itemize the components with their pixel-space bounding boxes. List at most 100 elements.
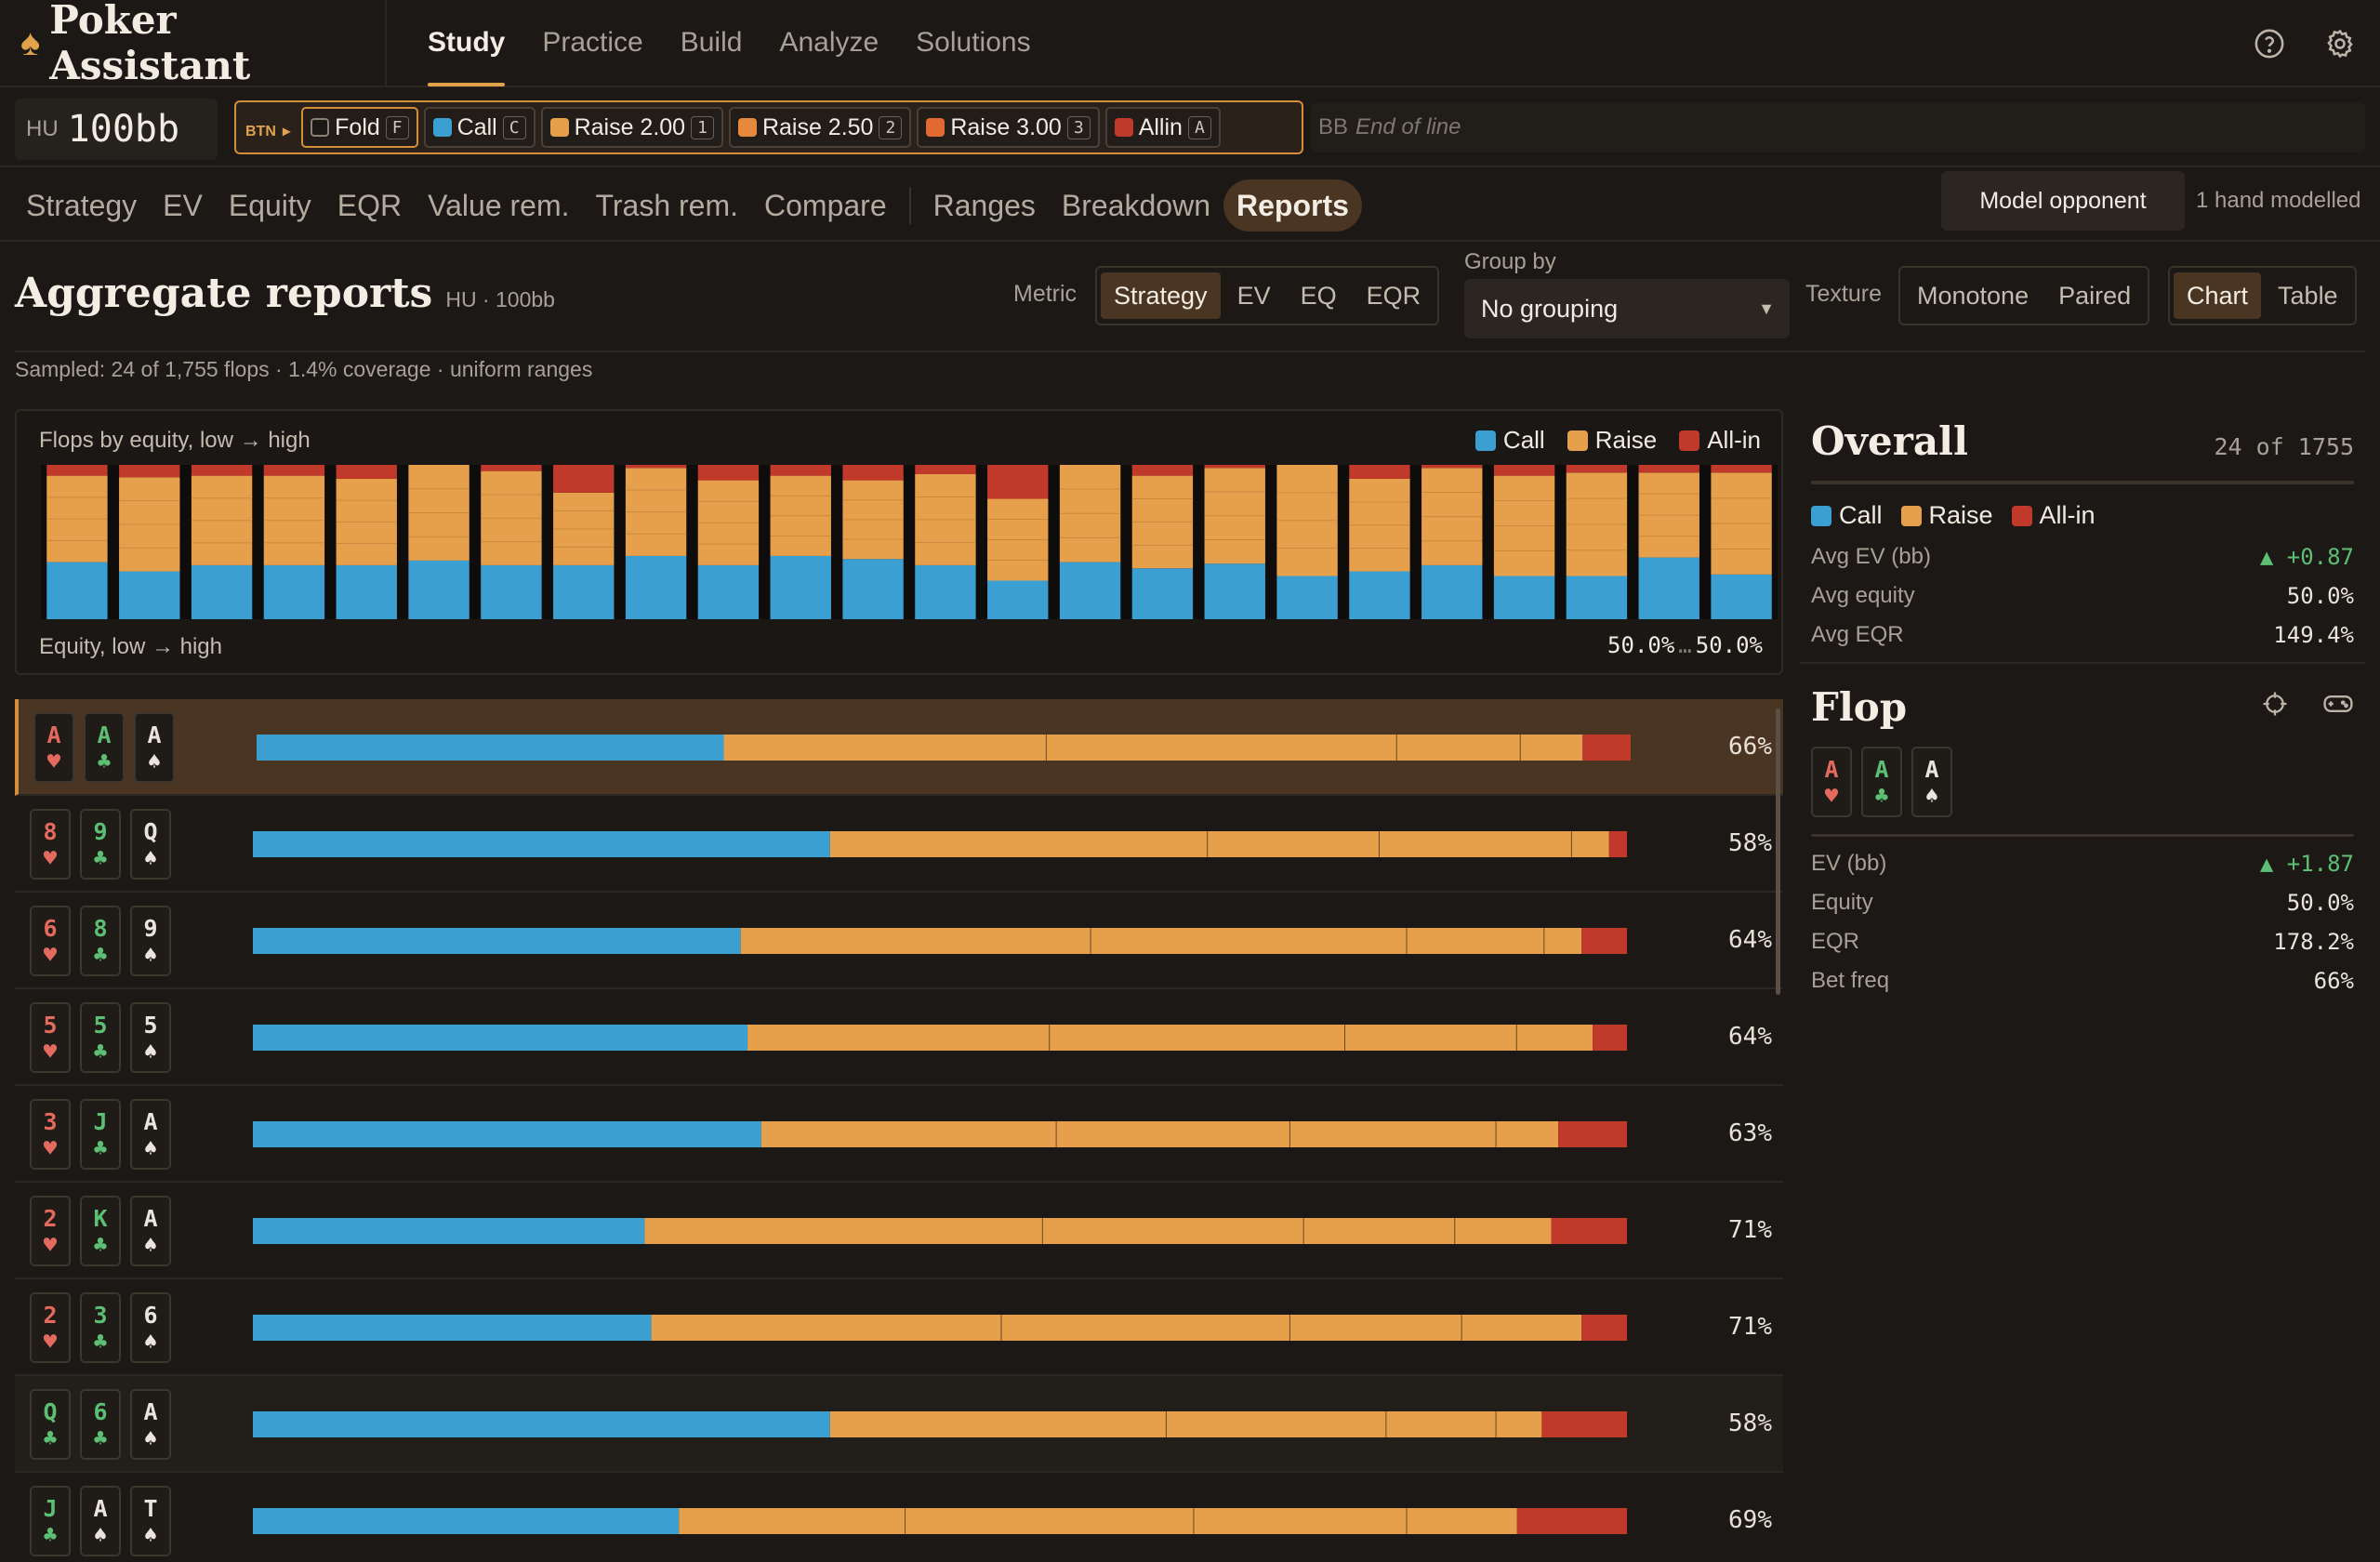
raise-segment[interactable] bbox=[1345, 1025, 1517, 1051]
call-segment[interactable] bbox=[253, 1508, 680, 1534]
position-label[interactable]: BTN ▸ bbox=[242, 113, 296, 142]
bar-allin-10[interactable] bbox=[770, 465, 831, 476]
bar-call-20[interactable] bbox=[1493, 576, 1555, 619]
bar-call-0[interactable] bbox=[46, 562, 108, 619]
allin-segment[interactable] bbox=[1541, 1411, 1627, 1437]
raise-segment[interactable] bbox=[1544, 928, 1582, 954]
raise-segment[interactable] bbox=[1289, 1315, 1462, 1341]
raise-segment[interactable] bbox=[679, 1508, 906, 1534]
tab-strategy[interactable]: Strategy bbox=[26, 188, 138, 222]
flop-row[interactable]: Q ♣ 6 ♣ A ♠ 58% bbox=[15, 1376, 1783, 1473]
metric-eqr[interactable]: EQR bbox=[1366, 281, 1421, 310]
raise-segment[interactable] bbox=[1496, 1121, 1559, 1147]
bar-allin-3[interactable] bbox=[263, 465, 325, 476]
tab-eqr[interactable]: EQR bbox=[337, 188, 403, 222]
allin-segment[interactable] bbox=[1581, 1315, 1627, 1341]
raise-segment[interactable] bbox=[1050, 1025, 1346, 1051]
texture-monotone[interactable]: Monotone bbox=[1917, 281, 2030, 310]
bar-allin-1[interactable] bbox=[119, 465, 180, 478]
raise-segment[interactable] bbox=[1407, 928, 1545, 954]
raise-segment[interactable] bbox=[1056, 1121, 1290, 1147]
view-table[interactable]: Table bbox=[2278, 281, 2338, 310]
call-segment[interactable] bbox=[257, 735, 724, 761]
action-call[interactable]: Call C bbox=[423, 107, 536, 148]
raise-segment[interactable] bbox=[1496, 1411, 1542, 1437]
bar-call-17[interactable] bbox=[1276, 576, 1338, 619]
raise-segment[interactable] bbox=[651, 1315, 1002, 1341]
raise-segment[interactable] bbox=[1042, 1218, 1304, 1244]
bar-allin-18[interactable] bbox=[1349, 465, 1410, 479]
raise-segment[interactable] bbox=[1303, 1218, 1456, 1244]
bar-allin-21[interactable] bbox=[1566, 465, 1628, 473]
bar-allin-20[interactable] bbox=[1493, 465, 1555, 476]
bar-call-19[interactable] bbox=[1421, 564, 1483, 619]
nav-build[interactable]: Build bbox=[680, 27, 743, 58]
nav-practice[interactable]: Practice bbox=[542, 27, 643, 58]
bar-call-9[interactable] bbox=[697, 564, 760, 619]
bar-allin-2[interactable] bbox=[191, 465, 253, 476]
app-logo[interactable]: ♠ Poker Assistant bbox=[0, 0, 387, 88]
flop-row[interactable]: 3 ♥ J ♣ A ♠ 63% bbox=[15, 1086, 1783, 1183]
action-fold[interactable]: Fold F bbox=[301, 107, 418, 148]
allin-segment[interactable] bbox=[1582, 735, 1631, 761]
crosshair-icon[interactable] bbox=[2261, 690, 2289, 718]
metric-eq[interactable]: EQ bbox=[1300, 281, 1337, 310]
raise-segment[interactable] bbox=[906, 1508, 1195, 1534]
tab-reports[interactable]: Reports bbox=[1223, 179, 1362, 232]
call-segment[interactable] bbox=[253, 831, 830, 857]
flop-row[interactable]: A ♥ A ♣ A ♠ 66% bbox=[15, 699, 1783, 796]
flop-row[interactable]: 8 ♥ 9 ♣ Q ♠ 58% bbox=[15, 796, 1783, 893]
raise-segment[interactable] bbox=[1407, 1508, 1517, 1534]
bar-call-4[interactable] bbox=[336, 564, 397, 619]
call-segment[interactable] bbox=[253, 1315, 652, 1341]
nav-study[interactable]: Study bbox=[409, 0, 523, 86]
bar-allin-16[interactable] bbox=[1204, 465, 1265, 469]
view-chart[interactable]: Chart bbox=[2174, 272, 2262, 319]
raise-segment[interactable] bbox=[747, 1025, 1051, 1051]
texture-paired[interactable]: Paired bbox=[2058, 281, 2132, 310]
bar-call-18[interactable] bbox=[1349, 571, 1410, 619]
bar-allin-8[interactable] bbox=[625, 465, 687, 469]
raise-segment[interactable] bbox=[1396, 735, 1521, 761]
bar-call-1[interactable] bbox=[119, 571, 180, 619]
raise-segment[interactable] bbox=[1001, 1315, 1290, 1341]
flop-row[interactable]: 5 ♥ 5 ♣ 5 ♠ 64% bbox=[15, 989, 1783, 1086]
bar-allin-9[interactable] bbox=[697, 465, 760, 481]
action-raise-2-00[interactable]: Raise 2.00 1 bbox=[540, 107, 723, 148]
tab-breakdown[interactable]: Breakdown bbox=[1061, 188, 1210, 222]
call-segment[interactable] bbox=[253, 1411, 830, 1437]
group-by-select[interactable]: No grouping ▼ bbox=[1464, 279, 1790, 338]
gear-icon[interactable] bbox=[2324, 28, 2356, 60]
tab-equity[interactable]: Equity bbox=[228, 188, 311, 222]
allin-segment[interactable] bbox=[1608, 831, 1627, 857]
bar-allin-13[interactable] bbox=[987, 465, 1049, 499]
tab-ev[interactable]: EV bbox=[163, 188, 203, 222]
allin-segment[interactable] bbox=[1516, 1508, 1627, 1534]
flop-row[interactable]: J ♣ A ♠ T ♠ 69% bbox=[15, 1473, 1783, 1562]
bar-call-23[interactable] bbox=[1711, 574, 1772, 619]
help-icon[interactable] bbox=[2254, 28, 2285, 60]
bar-call-12[interactable] bbox=[915, 564, 976, 619]
raise-segment[interactable] bbox=[829, 1411, 1167, 1437]
bar-call-21[interactable] bbox=[1566, 576, 1628, 619]
bar-call-15[interactable] bbox=[1131, 568, 1194, 619]
allin-segment[interactable] bbox=[1551, 1218, 1627, 1244]
bar-call-10[interactable] bbox=[770, 555, 831, 619]
raise-segment[interactable] bbox=[644, 1218, 1043, 1244]
bar-allin-12[interactable] bbox=[915, 465, 976, 474]
raise-segment[interactable] bbox=[1194, 1508, 1408, 1534]
raise-segment[interactable] bbox=[1166, 1411, 1387, 1437]
flop-row[interactable]: 2 ♥ 3 ♣ 6 ♠ 71% bbox=[15, 1279, 1783, 1376]
call-segment[interactable] bbox=[253, 1218, 645, 1244]
metric-strategy[interactable]: Strategy bbox=[1101, 272, 1221, 319]
raise-segment[interactable] bbox=[1379, 831, 1572, 857]
bar-allin-0[interactable] bbox=[46, 465, 108, 476]
bar-call-11[interactable] bbox=[842, 559, 904, 619]
action-raise-2-50[interactable]: Raise 2.50 2 bbox=[728, 107, 912, 148]
raise-segment[interactable] bbox=[1386, 1411, 1497, 1437]
bar-allin-22[interactable] bbox=[1638, 465, 1699, 473]
bar-call-7[interactable] bbox=[553, 564, 615, 619]
raise-segment[interactable] bbox=[1571, 831, 1609, 857]
nav-solutions[interactable]: Solutions bbox=[916, 27, 1031, 58]
bar-call-3[interactable] bbox=[263, 564, 325, 619]
